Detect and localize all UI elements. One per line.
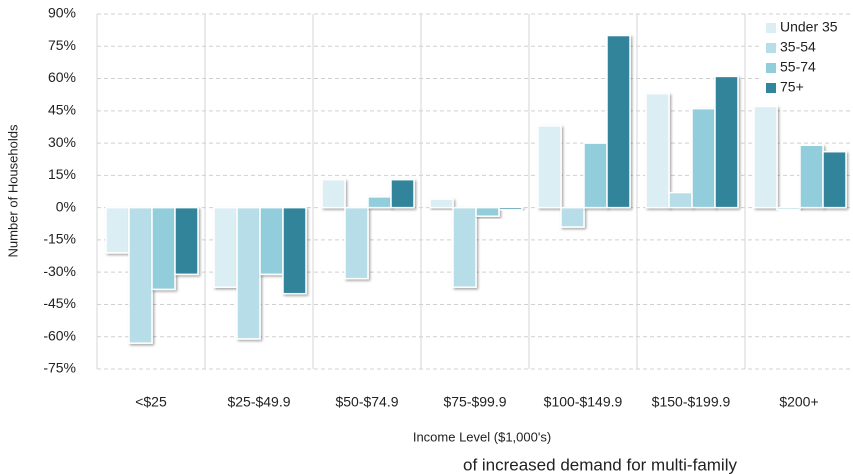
legend-label: 75+	[780, 79, 804, 95]
legend-label: Under 35	[780, 19, 838, 35]
bar	[776, 206, 801, 211]
y-tick-label: -45%	[43, 295, 76, 311]
bar	[822, 150, 847, 209]
x-tick-label: $200+	[779, 394, 818, 410]
bar	[452, 206, 477, 288]
bar	[105, 206, 130, 254]
x-tick-label: $150-$199.9	[652, 394, 731, 410]
y-tick-label: -30%	[43, 263, 76, 279]
x-tick-label: $50-$74.9	[335, 394, 398, 410]
y-tick-label: 60%	[48, 69, 76, 85]
bar	[236, 206, 261, 340]
bar	[344, 206, 369, 280]
y-tick-label: 45%	[48, 102, 76, 118]
bar	[390, 178, 415, 209]
bar	[282, 206, 307, 295]
y-tick-label: 30%	[48, 134, 76, 150]
x-tick-label: $25-$49.9	[227, 394, 290, 410]
y-tick-label: 75%	[48, 37, 76, 53]
footer-text: of increased demand for multi-family	[463, 455, 738, 474]
y-axis-label: Number of Households	[5, 124, 20, 257]
x-tick-label: $100-$149.9	[544, 394, 623, 410]
legend-swatch	[766, 63, 776, 73]
x-tick-label: <$25	[135, 394, 167, 410]
bar	[753, 105, 778, 209]
bar	[128, 206, 153, 344]
y-tick-label: -75%	[43, 360, 76, 376]
legend-label: 35-54	[780, 39, 816, 55]
bar	[645, 92, 670, 209]
y-tick-label: -60%	[43, 327, 76, 343]
y-tick-label: 0%	[56, 198, 76, 214]
bar	[498, 206, 523, 211]
legend-swatch	[766, 83, 776, 93]
bar	[691, 107, 716, 209]
bar	[668, 191, 693, 209]
legend-swatch	[766, 43, 776, 53]
bar	[321, 178, 346, 209]
bar	[475, 206, 500, 217]
bar	[151, 206, 176, 291]
bar	[799, 144, 824, 209]
bar	[606, 34, 631, 209]
legend-box	[762, 17, 850, 101]
bar	[429, 198, 454, 209]
x-axis-label: Income Level ($1,000's)	[413, 429, 551, 444]
bar	[213, 206, 238, 288]
x-tick-label: $75-$99.9	[443, 394, 506, 410]
y-tick-label: -15%	[43, 231, 76, 247]
bar	[174, 206, 199, 276]
legend-label: 55-74	[780, 59, 816, 75]
bar	[537, 125, 562, 209]
y-tick-label: 90%	[48, 5, 76, 21]
bar	[259, 206, 284, 276]
y-tick-label: 15%	[48, 166, 76, 182]
bar	[367, 196, 392, 209]
bar	[583, 142, 608, 209]
legend-swatch	[766, 23, 776, 33]
bar	[714, 75, 739, 209]
bar	[560, 206, 585, 228]
